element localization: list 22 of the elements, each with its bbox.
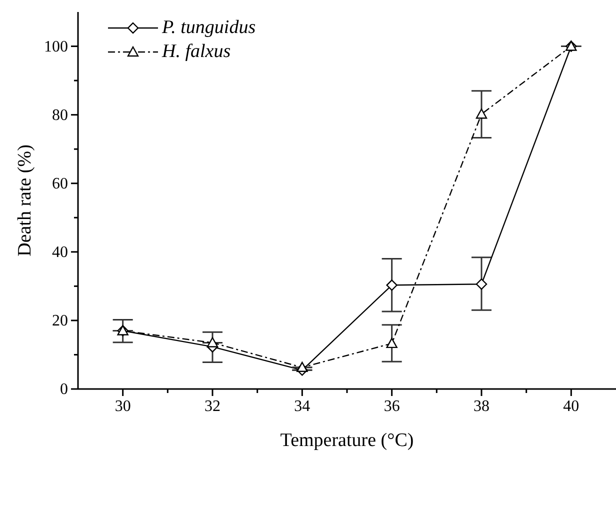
point [386, 280, 398, 291]
point [206, 337, 218, 348]
point [476, 108, 488, 119]
x-tick-label: 32 [204, 398, 220, 415]
y-tick-label: 60 [52, 175, 68, 192]
y-tick-label: 100 [44, 38, 68, 56]
y-tick-label: 20 [52, 312, 68, 330]
point [476, 278, 488, 290]
legend-label: H. falxus [162, 41, 231, 63]
x-tick-label: 40 [563, 398, 580, 415]
y-tick-label: 80 [52, 106, 68, 124]
x-tick-label: 38 [474, 398, 490, 415]
y-tick-label: 0 [60, 381, 68, 398]
legend-label: P. tunguidus [162, 17, 256, 39]
x-tick-label: 30 [114, 398, 131, 415]
x-tick-label: 34 [294, 398, 310, 415]
y-axis-title: Death rate (%) [14, 144, 36, 256]
point [296, 362, 308, 372]
y-tick-label: 40 [52, 244, 68, 261]
point [386, 338, 398, 348]
x-axis-title: Temperature (°C) [280, 430, 414, 451]
x-tick-label: 36 [384, 398, 400, 415]
